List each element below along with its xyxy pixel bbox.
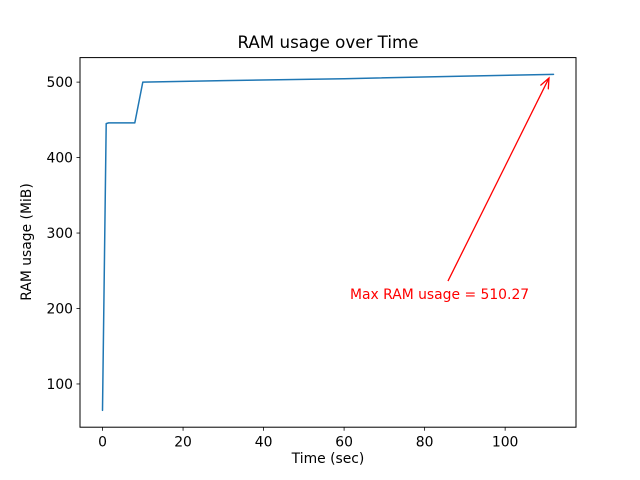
y-tick-label: 500 <box>46 75 73 91</box>
annotation-arrow-head <box>540 76 550 90</box>
axes-spine <box>79 57 577 428</box>
x-tick-label: 100 <box>492 435 519 451</box>
chart-title: RAM usage over Time <box>237 32 419 52</box>
y-tick-label: 100 <box>46 377 73 393</box>
x-tick-label: 60 <box>335 435 353 451</box>
x-tick-label: 20 <box>174 435 192 451</box>
y-tick-label: 400 <box>46 150 73 166</box>
x-axis-label: Time (sec) <box>291 451 365 467</box>
x-tick-label: 40 <box>255 435 273 451</box>
y-axis-label: RAM usage (MiB) <box>19 183 35 301</box>
y-tick-label: 300 <box>46 226 73 242</box>
plot-line-ram-usage <box>101 73 555 412</box>
y-tick-label: 200 <box>46 301 73 317</box>
x-tick-label: 80 <box>416 435 434 451</box>
x-tick-label: 0 <box>98 435 107 451</box>
annotation-arrow-shaft <box>447 77 550 282</box>
max-ram-annotation: Max RAM usage = 510.27 <box>350 287 530 303</box>
